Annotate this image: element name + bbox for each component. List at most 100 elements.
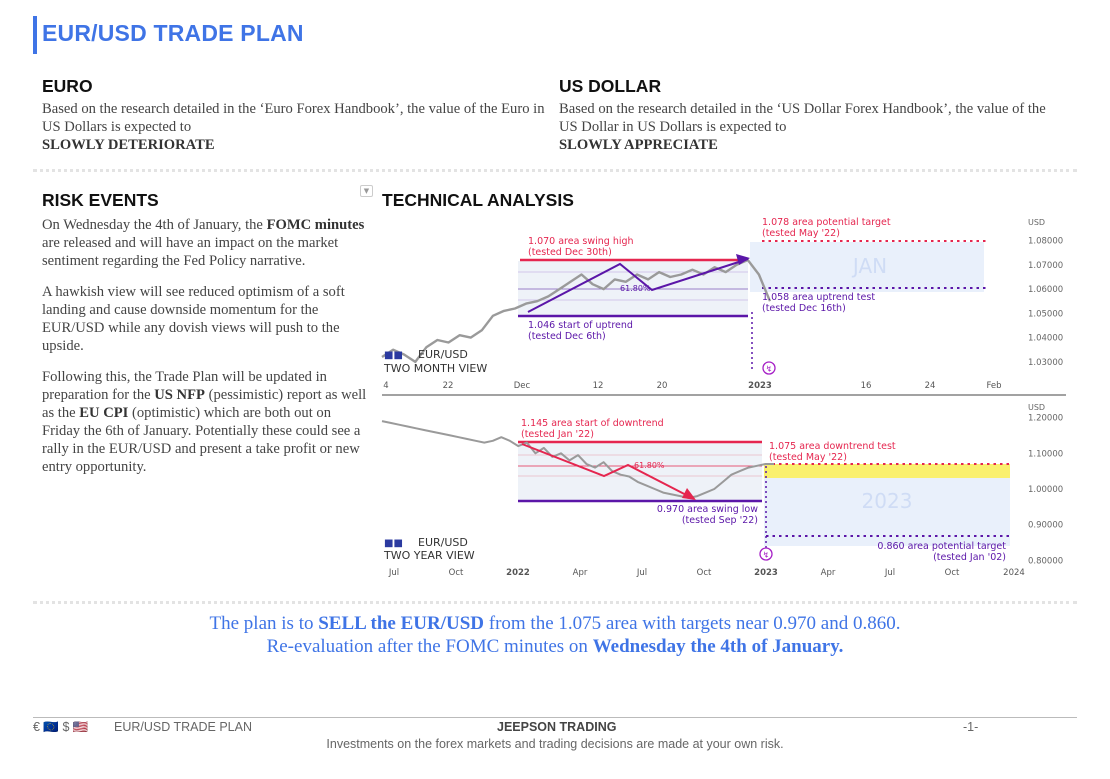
plan-line-1: The plan is to SELL the EUR/USD from the… <box>0 612 1110 635</box>
uptrend-test-note: (tested Dec 16th) <box>762 303 846 314</box>
risk-paragraph-2: A hawkish view will see reduced optimism… <box>42 284 345 354</box>
eu-cpi-label: EU CPI <box>79 405 129 421</box>
plan-text: from the 1.075 area with targets near 0.… <box>484 613 901 634</box>
pair-label: EUR/USD <box>418 536 468 549</box>
resistance-zone <box>764 464 1010 478</box>
euro-section: Based on the research detailed in the ‘E… <box>42 100 547 154</box>
x-tick-label: Oct <box>945 568 960 578</box>
downtrend-start-label: 1.145 area start of downtrend <box>521 418 664 429</box>
euro-heading: EURO <box>42 76 93 96</box>
event-marker-icon[interactable] <box>759 547 773 561</box>
y-tick-label: 1.06000 <box>1028 285 1063 295</box>
risk-events-heading: RISK EVENTS <box>42 190 159 210</box>
y-tick-label: 1.05000 <box>1028 309 1063 319</box>
x-tick-label: 22 <box>443 381 454 391</box>
x-tick-label: 4 <box>383 381 388 391</box>
risk-text: On Wednesday the 4th of January, the <box>42 217 267 233</box>
chevron-down-icon[interactable]: ▼ <box>360 185 373 197</box>
uptrend-start-note: (tested Dec 6th) <box>528 331 606 342</box>
usd-section: Based on the research detailed in the ‘U… <box>559 100 1064 154</box>
target-label: 1.078 area potential target <box>762 217 891 228</box>
technical-analysis-heading: TECHNICAL ANALYSIS <box>382 190 574 210</box>
fomc-minutes-label: FOMC minutes <box>266 217 365 233</box>
us-nfp-label: US NFP <box>154 387 205 403</box>
y-tick-label: 1.10000 <box>1028 449 1063 459</box>
uptrend-test-label: 1.058 area uptrend test <box>762 292 875 303</box>
y-tick-label: 1.20000 <box>1028 414 1063 424</box>
plan-action: SELL the EUR/USD <box>318 613 484 634</box>
fib-level-label: 61.80% <box>620 284 651 293</box>
x-tick-label: 2023 <box>754 568 778 578</box>
footer-divider <box>33 717 1077 718</box>
title-accent-bar <box>33 16 37 54</box>
plan-line-2: Re-evaluation after the FOMC minutes on … <box>0 635 1110 658</box>
y-tick-label: 1.07000 <box>1028 261 1063 271</box>
x-tick-label: Feb <box>986 381 1001 391</box>
zone-label: JAN <box>851 254 887 278</box>
currency-label: USD <box>1028 403 1045 412</box>
lightning-icon: ↯ <box>763 551 770 560</box>
y-axis: 1.20000 1.10000 1.00000 0.90000 0.80000 <box>1028 414 1063 567</box>
downtrend-arrow <box>521 443 695 500</box>
x-tick-label: 16 <box>861 381 872 391</box>
uptrend-start-label: 1.046 start of uptrend <box>528 320 633 331</box>
pair-label: EUR/USD <box>418 348 468 361</box>
risk-text: are released and will have an impact on … <box>42 235 339 269</box>
x-tick-label: Jul <box>884 568 895 578</box>
footer-page-number: -1- <box>963 720 979 734</box>
two-year-chart: 2023 61.80% 1.145 area start of downtren… <box>381 403 1063 578</box>
target-zone <box>764 466 1010 546</box>
swing-low-note: (tested Sep '22) <box>682 515 758 526</box>
footer-doc-title: EUR/USD TRADE PLAN <box>114 720 252 734</box>
x-axis: Jul Oct 2022 Apr Jul Oct 2023 Apr Jul Oct 2024 <box>388 568 1025 578</box>
section-divider <box>33 169 1077 172</box>
event-marker-icon[interactable] <box>762 361 776 375</box>
risk-events-body: On Wednesday the 4th of January, the FOM… <box>42 216 369 489</box>
usd-heading: US DOLLAR <box>559 76 662 96</box>
plan-date: Wednesday the 4th of January. <box>592 636 844 657</box>
x-tick-label: Dec <box>514 381 531 391</box>
trade-plan-summary: The plan is to SELL the EUR/USD from the… <box>0 612 1110 658</box>
euro-outlook: SLOWLY DETERIORATE <box>42 137 215 153</box>
swing-high-note: (tested Dec 30th) <box>528 247 612 258</box>
x-tick-label: 20 <box>657 381 668 391</box>
footer-flags: € 🇪🇺 $ 🇺🇸 <box>33 720 89 734</box>
risk-text: (pessimistic) report as well as the <box>42 387 367 421</box>
plan-text: Re-evaluation after the FOMC minutes on <box>266 636 593 657</box>
view-label: TWO YEAR VIEW <box>383 549 475 562</box>
footer-company: JEEPSON TRADING <box>497 720 617 734</box>
euro-body: Based on the research detailed in the ‘E… <box>42 101 545 135</box>
footer-disclaimer: Investments on the forex markets and tra… <box>326 737 784 751</box>
target-note: (tested Jan '02) <box>933 552 1006 563</box>
downtrend-test-label: 1.075 area downtrend test <box>769 441 896 452</box>
y-tick-label: 1.03000 <box>1028 358 1063 368</box>
y-tick-label: 1.00000 <box>1028 485 1063 495</box>
risk-text: Following this, the Trade Plan will be u… <box>42 369 327 403</box>
x-tick-label: Oct <box>449 568 464 578</box>
downtrend-test-note: (tested May '22) <box>769 452 847 463</box>
x-tick-label: Oct <box>697 568 712 578</box>
y-tick-label: 1.08000 <box>1028 237 1063 247</box>
page-title: EUR/USD TRADE PLAN <box>42 20 304 46</box>
section-divider <box>33 601 1077 604</box>
view-label: TWO MONTH VIEW <box>383 362 487 375</box>
usd-body: Based on the research detailed in the ‘U… <box>559 101 1046 135</box>
downtrend-start-note: (tested Jan '22) <box>521 429 594 440</box>
y-axis: 1.08000 1.07000 1.06000 1.05000 1.04000 1.030… <box>1028 237 1063 368</box>
risk-paragraph-1: On Wednesday the 4th of January, the FOM… <box>42 216 369 270</box>
risk-text: (optimistic) which are both out on Frida… <box>42 405 361 475</box>
arrow-head <box>682 488 696 500</box>
y-tick-label: 0.80000 <box>1028 556 1063 566</box>
uptrend-arrow <box>527 258 749 313</box>
swing-low-label: 0.970 area swing low <box>657 504 758 515</box>
x-tick-label: 2024 <box>1003 568 1025 578</box>
x-tick-label: Apr <box>821 568 836 578</box>
eu-us-flags-icon: ■■ <box>384 350 403 361</box>
x-tick-label: 2022 <box>506 568 530 578</box>
swing-high-label: 1.070 area swing high <box>528 236 634 247</box>
target-note: (tested May '22) <box>762 228 840 239</box>
fib-level-label: 61.80% <box>634 461 665 470</box>
y-tick-label: 1.04000 <box>1028 334 1063 344</box>
arrow-head <box>736 254 750 265</box>
x-tick-label: Jul <box>388 568 399 578</box>
